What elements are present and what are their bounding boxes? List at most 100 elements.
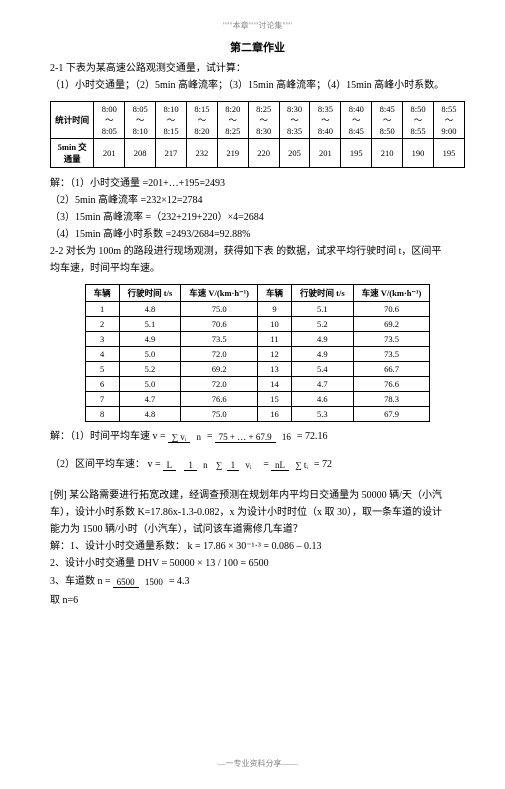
cell: 201 [310,139,341,168]
example-sol1: 解：1、设计小时交通量系数： k = 17.86 × 30⁻¹·³ = 0.08… [50,539,465,554]
page: """本章"""讨论集""" 第二章作业 2-1 下表为某高速公路观测交通量，试… [0,0,505,789]
cell: 5.2 [292,317,354,332]
cell: 75.0 [181,302,258,317]
cell: 73.5 [353,332,430,347]
table-row: 84.875.0165.367.9 [85,407,430,422]
cell: 8:35～8:40 [310,102,341,139]
cell: 7 [85,392,119,407]
cell: 8:30～8:35 [279,102,310,139]
cell: 4 [85,347,119,362]
chapter-title: 第二章作业 [50,39,465,55]
example-sol4: 取 n=6 [50,593,465,608]
frac-num: 1 [227,460,240,471]
fraction: ∑ vᵢ n [168,431,205,444]
cell: 4.9 [119,332,181,347]
table-row: 14.875.095.170.6 [85,302,430,317]
cell: 4.9 [292,347,354,362]
cell: 4.7 [119,392,181,407]
example-sol2: 2、设计小时交通量 DHV = 50000 × 13 / 100 = 6500 [50,556,465,571]
frac-den: n [199,460,212,470]
fraction: L 1 n ∑ 1 vᵢ [163,459,262,472]
table-row: 65.072.0144.776.6 [85,377,430,392]
formula-mid: = [263,458,269,472]
col-h: 车辆 [258,285,292,302]
formula-pre: （2）区间平均车速： v = [50,458,161,472]
cell: 8:40～8:45 [341,102,372,139]
cell: 4.7 [292,377,354,392]
formula-end: = 4.3 [169,575,190,589]
fraction: 1 n [184,460,211,471]
cell: 5.4 [292,362,354,377]
cell: 8:55～9:00 [433,102,464,139]
frac-den: 1 n ∑ 1 vᵢ [178,460,261,470]
fraction: 6500 1500 [113,576,167,589]
cell: 8:10～8:15 [156,102,187,139]
cell: 4.9 [292,332,354,347]
cell: 14 [258,377,292,392]
sol21-2: （2）5min 高峰流率 =232×12=2784 [50,193,465,208]
table-speed: 车辆 行驶时间 t/s 车速 V/(km·h⁻¹) 车辆 行驶时间 t/s 车速… [85,284,431,422]
cell: 5.1 [119,317,181,332]
formula-end: = 72.16 [297,430,328,444]
fraction: 75 + … + 67.9 16 [215,431,295,444]
cell: 5.0 [119,347,181,362]
top-note: """本章"""讨论集""" [50,20,465,31]
formula-mid: = [207,430,213,444]
table-row: 34.973.5114.973.5 [85,332,430,347]
cell: 10 [258,317,292,332]
cell: 69.2 [181,362,258,377]
cell: 66.7 [353,362,430,377]
table-row: 统计时间 8:00～8:05 8:05～8:10 8:10～8:15 8:15～… [51,102,465,139]
sol21-3: （3）15min 高峰流率 =（232+219+220）×4=2684 [50,210,465,225]
cell: 72.0 [181,347,258,362]
cell: 8:15～8:20 [186,102,217,139]
table-header-label: 统计时间 [51,102,94,139]
cell: 15 [258,392,292,407]
cell: 8 [85,407,119,422]
cell: 11 [258,332,292,347]
cell: 5.3 [292,407,354,422]
cell: 201 [94,139,125,168]
sol21-4: （4）15min 高峰小时系数 =2493/2684=92.88% [50,227,465,242]
frac-den: 1500 [141,577,167,587]
cell: 70.6 [353,302,430,317]
cell: 13 [258,362,292,377]
col-h: 车速 V/(km·h⁻¹) [181,285,258,302]
cell: 219 [217,139,248,168]
example-sol3: 3、车道数 n = 6500 1500 = 4.3 [50,575,465,589]
cell: 73.5 [181,332,258,347]
cell: 8:05～8:10 [125,102,156,139]
table-row: 45.072.0124.973.5 [85,347,430,362]
frac-num: 6500 [113,577,139,588]
cell: 72.0 [181,377,258,392]
cell: 4.6 [292,392,354,407]
bottom-note: —一专业资料分享—— [50,758,465,769]
q21-line2: （1）小时交通量；（2）5min 高峰流率；（3）15min 高峰流率；（4）1… [50,78,465,93]
cell: 217 [156,139,187,168]
cell: 8:20～8:25 [217,102,248,139]
table-row: 55.269.2135.466.7 [85,362,430,377]
example-l2: 车），设计小时系数 K=17.86x-1.3-0.082，x 为设计小时时位（x… [50,505,465,520]
cell: 5 [85,362,119,377]
formula-end: = 72 [314,458,332,472]
table-traffic: 统计时间 8:00～8:05 8:05～8:10 8:10～8:15 8:15～… [50,101,465,168]
example-l3: 能力为 1500 辆/小时（小汽车），试问该车道需修几车道？ [50,522,465,537]
col-h: 行驶时间 t/s [292,285,354,302]
frac-num: 1 [184,460,197,471]
cell: 8:50～8:55 [403,102,434,139]
cell: 16 [258,407,292,422]
cell: 12 [258,347,292,362]
cell: 8:45～8:50 [372,102,403,139]
frac-den: ∑ tᵢ [291,460,312,470]
cell: 210 [372,139,403,168]
frac-num: ∑ vᵢ [168,432,191,443]
cell: 69.2 [353,317,430,332]
cell: 67.9 [353,407,430,422]
table-row2-label: 5min 交通量 [51,139,94,168]
cell: 232 [186,139,217,168]
col-h: 行驶时间 t/s [119,285,181,302]
cell: 6 [85,377,119,392]
sol21-1: 解：（1）小时交通量 =201+…+195=2493 [50,176,465,191]
cell: 70.6 [181,317,258,332]
col-h: 车辆 [85,285,119,302]
